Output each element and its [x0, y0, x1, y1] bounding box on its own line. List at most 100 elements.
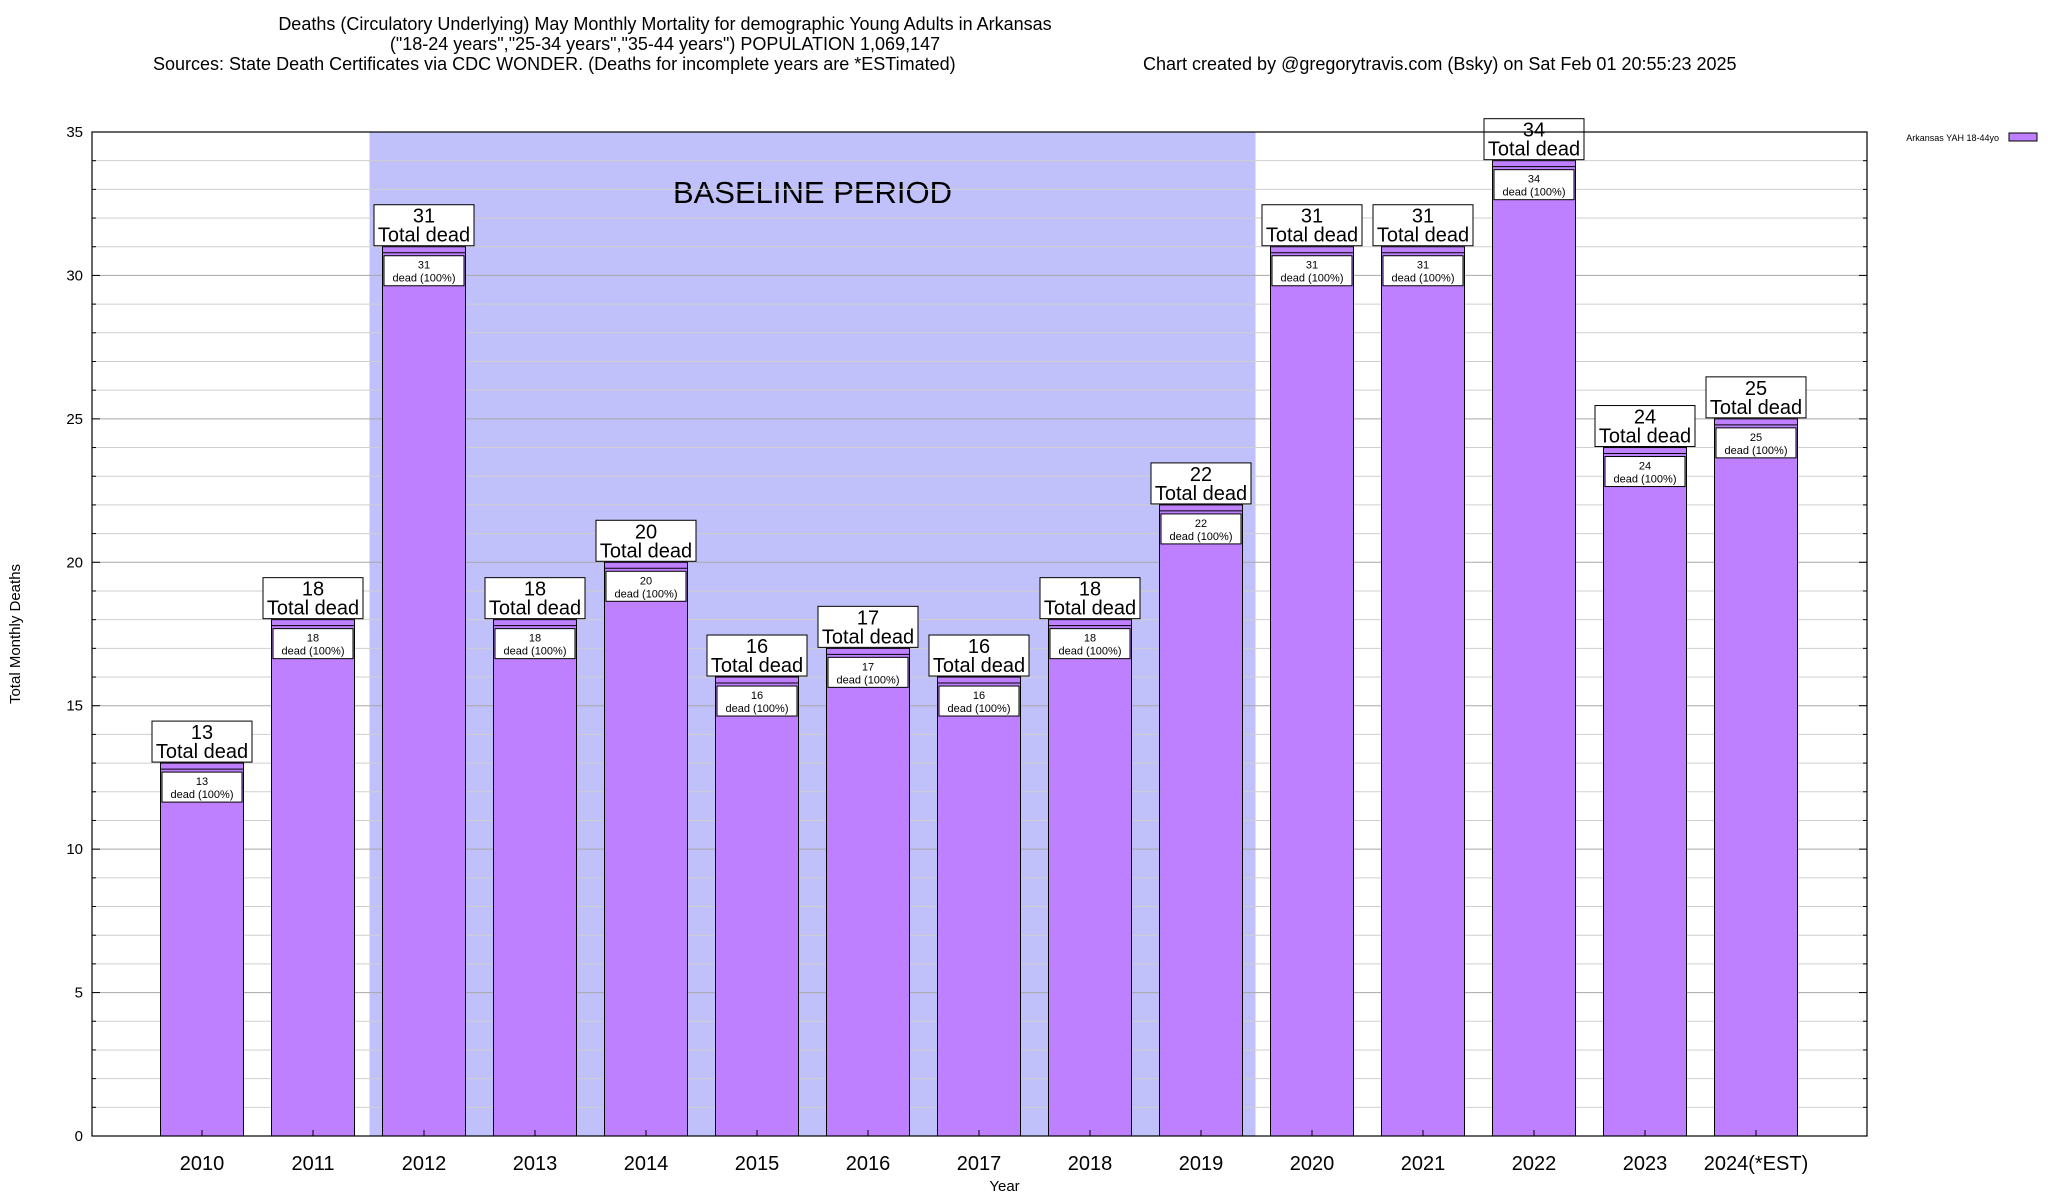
legend-label: Arkansas YAH 18-44yo	[1906, 133, 1999, 143]
bar-total-value: 24	[1634, 407, 1656, 429]
bar-inner-value: 24	[1639, 461, 1651, 473]
y-tick-label: 35	[66, 124, 83, 141]
bar	[493, 619, 577, 1137]
bar-inner-value: 31	[1306, 260, 1318, 272]
bar-total-label: Total dead	[822, 626, 914, 648]
bar-total-label-box	[1261, 204, 1363, 247]
bar-total-label: Total dead	[1599, 426, 1691, 448]
bar-total-value: 31	[1301, 206, 1323, 228]
bar-inner-label: dead (100%)	[726, 703, 789, 715]
bar-inner-label: dead (100%)	[1392, 273, 1455, 285]
bar-inner-label: dead (100%)	[282, 646, 345, 658]
bar-total-label-box	[817, 605, 919, 648]
x-tick-label: 2010	[180, 1153, 225, 1175]
x-tick-label: 2022	[1512, 1153, 1557, 1175]
x-tick-label: 2021	[1401, 1153, 1446, 1175]
bar-inner-value: 16	[751, 690, 763, 702]
bar-inner-label-box	[1160, 513, 1242, 545]
bar-inner-value: 18	[529, 633, 541, 645]
chart-credit: Chart created by @gregorytravis.com (Bsk…	[1143, 54, 1737, 74]
y-tick-label: 0	[75, 1128, 83, 1145]
bar-total-value: 18	[524, 579, 546, 601]
x-tick-label: 2014	[624, 1153, 669, 1175]
bar	[382, 246, 466, 1137]
bar	[1381, 246, 1465, 1137]
bar-total-label-box	[595, 519, 697, 562]
bar-total-value: 18	[1079, 579, 1101, 601]
bar-total-label-box	[1150, 462, 1252, 505]
bar-inner-label: dead (100%)	[171, 789, 234, 801]
bar-inner-label-box	[938, 685, 1020, 717]
bar-inner-label: dead (100%)	[504, 646, 567, 658]
bar-total-value: 18	[302, 579, 324, 601]
y-tick-label: 15	[66, 698, 83, 715]
bar-total-value: 34	[1523, 120, 1545, 142]
bar-total-value: 16	[968, 636, 990, 658]
bar-total-label-box	[1372, 204, 1474, 247]
bar-inner-label-box	[1715, 427, 1797, 459]
x-tick-label: 2013	[513, 1153, 558, 1175]
x-axis-label: Year	[989, 1178, 1019, 1195]
bar-total-value: 31	[1412, 206, 1434, 228]
bar	[937, 676, 1021, 1137]
bar-total-label-box	[928, 634, 1030, 677]
bar-total-label: Total dead	[711, 655, 803, 677]
chart-subtitle: ("18-24 years","25-34 years","35-44 year…	[389, 34, 941, 54]
bar-total-label: Total dead	[378, 225, 470, 247]
bar-total-value: 20	[635, 521, 657, 543]
bar-inner-label-box	[827, 656, 909, 688]
baseline-label: BASELINE PERIOD	[673, 175, 952, 210]
bar-inner-label: dead (100%)	[1614, 474, 1677, 486]
bar-total-label: Total dead	[1710, 397, 1802, 419]
bar-inner-value: 25	[1750, 432, 1762, 444]
bar	[1270, 246, 1354, 1137]
x-tick-label: 2023	[1623, 1153, 1668, 1175]
bar-total-label: Total dead	[1266, 225, 1358, 247]
x-tick-label: 2017	[957, 1153, 1002, 1175]
bar-total-value: 16	[746, 636, 768, 658]
bar-inner-label-box	[716, 685, 798, 717]
x-tick-label: 2015	[735, 1153, 780, 1175]
bar-inner-value: 34	[1528, 174, 1540, 186]
bar-inner-label: dead (100%)	[837, 674, 900, 686]
bar-inner-label-box	[383, 255, 465, 287]
bar-total-label-box	[484, 577, 586, 620]
bar	[160, 762, 244, 1137]
bar-inner-value: 22	[1195, 518, 1207, 530]
bar-inner-label-box	[272, 628, 354, 660]
bar-inner-label-box	[1382, 255, 1464, 287]
x-tick-label: 2018	[1068, 1153, 1113, 1175]
bar-inner-label-box	[605, 570, 687, 602]
y-tick-label: 30	[66, 267, 83, 284]
bar-inner-label: dead (100%)	[1059, 646, 1122, 658]
bar-total-label: Total dead	[1155, 483, 1247, 505]
bar-inner-value: 18	[1084, 633, 1096, 645]
bar	[1714, 418, 1798, 1137]
legend-swatch	[2008, 132, 2038, 142]
bar-total-label: Total dead	[156, 741, 248, 763]
bar-inner-value: 20	[640, 575, 652, 587]
bar-inner-value: 31	[1417, 260, 1429, 272]
x-tick-label: 2016	[846, 1153, 891, 1175]
bar-total-value: 31	[413, 206, 435, 228]
bar-total-value: 25	[1745, 378, 1767, 400]
y-tick-label: 25	[66, 411, 83, 428]
bar	[715, 676, 799, 1137]
bar-inner-label-box	[161, 771, 243, 803]
bar-inner-label-box	[1049, 628, 1131, 660]
bar-inner-label-box	[494, 628, 576, 660]
chart-sources: Sources: State Death Certificates via CD…	[153, 54, 956, 74]
x-tick-label: 2020	[1290, 1153, 1335, 1175]
bar	[826, 647, 910, 1137]
bar-total-label-box	[1039, 577, 1141, 620]
bar-total-label: Total dead	[1488, 139, 1580, 161]
y-tick-label: 20	[66, 554, 83, 571]
bar-inner-value: 16	[973, 690, 985, 702]
bar-inner-label: dead (100%)	[1170, 531, 1233, 543]
bar	[1159, 504, 1243, 1137]
y-tick-label: 10	[66, 841, 83, 858]
x-tick-label: 2012	[402, 1153, 447, 1175]
bar-total-label: Total dead	[933, 655, 1025, 677]
bar-total-value: 17	[857, 607, 879, 629]
bar-inner-label-box	[1493, 169, 1575, 201]
